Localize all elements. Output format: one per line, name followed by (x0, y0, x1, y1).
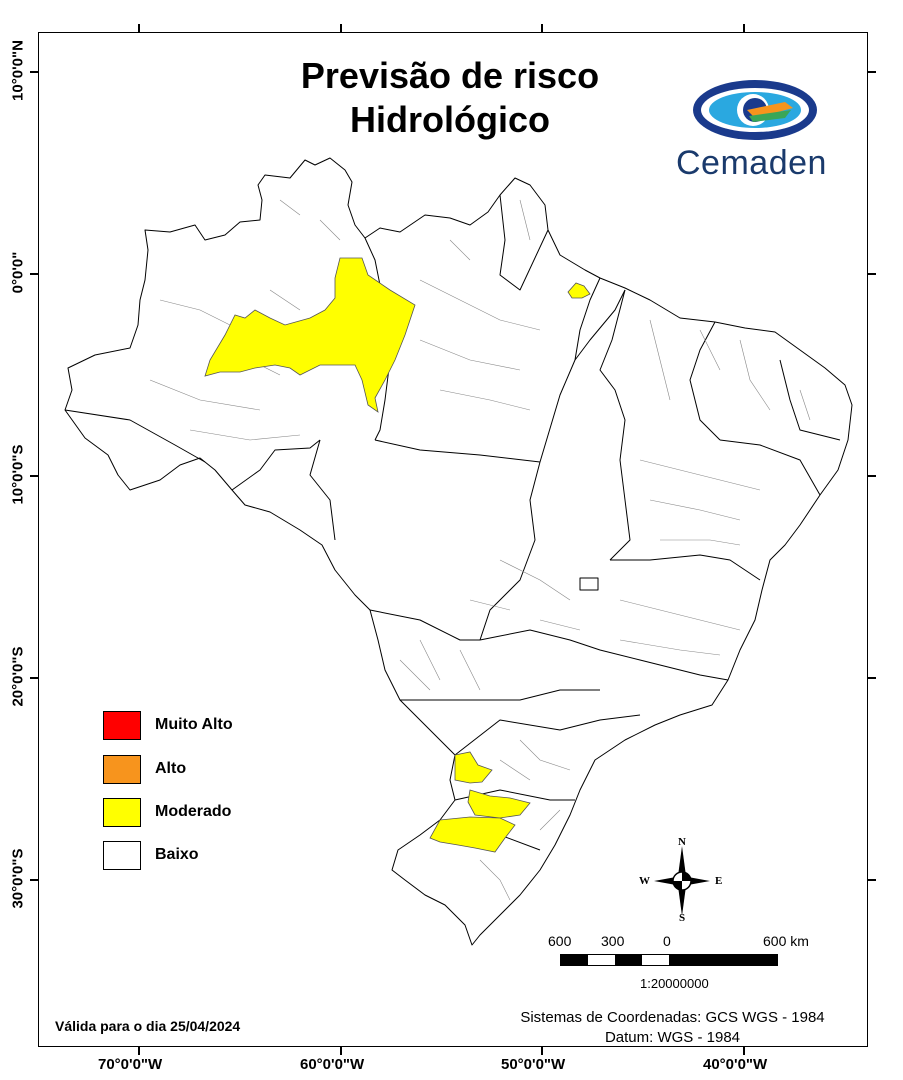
compass-w: W (639, 875, 650, 887)
compass-s: S (679, 912, 686, 924)
legend-item-muito-alto: Muito Alto (103, 709, 233, 741)
legend-label: Alto (155, 760, 187, 777)
lat-tick (30, 677, 38, 679)
lon-tick (743, 1047, 745, 1055)
scale-ratio: 1:20000000 (640, 976, 709, 991)
lon-tick (541, 1047, 543, 1055)
legend-label: Muito Alto (155, 716, 233, 733)
lat-tick (30, 475, 38, 477)
lon-tick (138, 1047, 140, 1055)
lon-label: 70°0'0"W (98, 1056, 163, 1073)
lat-tick (30, 879, 38, 881)
lat-tick (30, 273, 38, 275)
legend-swatch (103, 754, 141, 784)
compass-rose-icon (654, 846, 710, 916)
map-frame (38, 32, 868, 1047)
lon-tick (138, 24, 140, 32)
legend-swatch (103, 710, 141, 740)
scale-label: 600 (548, 933, 572, 949)
legend-swatch (103, 797, 141, 827)
lon-label: 60°0'0"W (300, 1056, 365, 1073)
compass-n: N (678, 836, 686, 848)
legend-item-baixo: Baixo (103, 839, 199, 871)
lat-tick (868, 273, 876, 275)
scale-label: 600 km (763, 933, 809, 949)
compass-e: E (715, 875, 723, 887)
logo-name: Cemaden (676, 144, 827, 182)
lon-label: 40°0'0"W (703, 1056, 768, 1073)
scale-label: 300 (601, 933, 625, 949)
coords-line1: Sistemas de Coordenadas: GCS WGS - 1984 (520, 1009, 825, 1026)
lon-tick (541, 24, 543, 32)
cemaden-logo-icon (693, 80, 817, 140)
scale-bar (560, 954, 778, 966)
valid-date: Válida para o dia 25/04/2024 (55, 1018, 241, 1034)
moderate-risk-areas (204, 257, 591, 853)
legend-item-alto: Alto (103, 753, 186, 785)
lon-tick (340, 1047, 342, 1055)
map-title: Previsão de risco Hidrológico (240, 54, 660, 142)
lat-tick (30, 71, 38, 73)
lat-tick (868, 677, 876, 679)
legend-swatch (103, 840, 141, 870)
coords-line2: Datum: WGS - 1984 (604, 1029, 741, 1046)
lat-tick (868, 879, 876, 881)
title-line1: Previsão de risco (300, 55, 600, 96)
lon-tick (340, 24, 342, 32)
scale-label: 0 (663, 933, 671, 949)
legend-label: Moderado (155, 803, 232, 820)
legend-label: Baixo (155, 846, 199, 863)
lon-label: 50°0'0"W (501, 1056, 566, 1073)
lon-tick (743, 24, 745, 32)
lat-tick (868, 475, 876, 477)
title-line2: Hidrológico (350, 99, 550, 140)
coordinate-system: Sistemas de Coordenadas: GCS WGS - 1984 … (480, 1008, 865, 1048)
lat-tick (868, 71, 876, 73)
legend-item-moderado: Moderado (103, 796, 231, 828)
